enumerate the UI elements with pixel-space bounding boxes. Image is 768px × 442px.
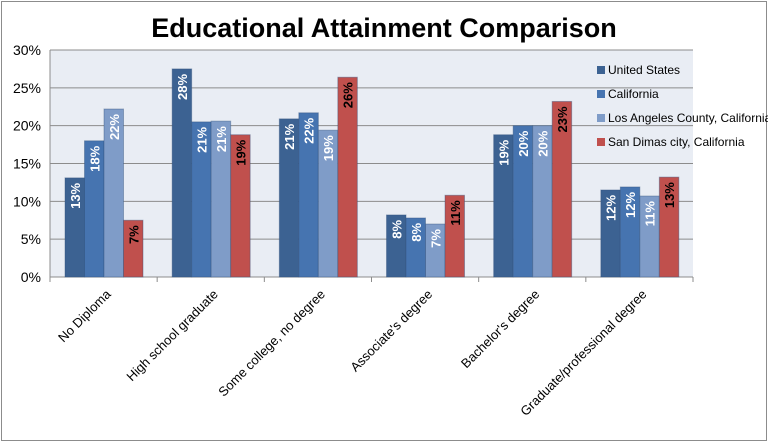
data-label: 22% (302, 117, 317, 143)
legend-label: California (608, 87, 659, 101)
data-label: 7% (428, 229, 443, 248)
data-label: 20% (535, 130, 550, 156)
data-label: 7% (126, 225, 141, 244)
y-tick-label: 5% (21, 231, 41, 247)
x-category-label: Associate's degree (347, 287, 435, 375)
legend-swatch (597, 138, 605, 146)
y-tick-label: 20% (13, 118, 41, 134)
data-label: 20% (516, 130, 531, 156)
x-category-label: High school graduate (123, 287, 220, 384)
data-label: 21% (282, 123, 297, 149)
data-label: 13% (68, 182, 83, 208)
data-label: 11% (448, 200, 463, 226)
data-label: 26% (341, 82, 356, 108)
data-label: 8% (409, 223, 424, 242)
data-label: 28% (175, 73, 190, 99)
data-label: 11% (643, 201, 658, 227)
legend-swatch (597, 66, 605, 74)
data-label: 18% (87, 145, 102, 171)
data-label: 21% (214, 126, 229, 152)
data-label: 13% (662, 182, 677, 208)
x-category-label: Bachelor's degree (458, 287, 542, 371)
legend-swatch (597, 114, 605, 122)
legend-swatch (597, 90, 605, 98)
legend-label: Los Angeles County, California (608, 111, 768, 125)
x-category-label: Some college, no degree (215, 287, 328, 400)
y-tick-label: 10% (13, 193, 41, 209)
bar (493, 134, 514, 278)
data-label: 8% (389, 220, 404, 239)
x-category-label: No Diploma (55, 286, 114, 345)
legend-label: San Dimas city, California (608, 135, 745, 149)
data-label: 23% (555, 106, 570, 132)
bar (230, 134, 251, 278)
bar (103, 108, 124, 278)
data-label: 19% (321, 135, 336, 161)
y-tick-label: 30% (13, 42, 41, 58)
legend-label: United States (608, 63, 680, 77)
y-tick-label: 15% (13, 156, 41, 172)
data-label: 12% (604, 195, 619, 221)
bar (551, 100, 573, 278)
x-category-label: Graduate/professional degree (517, 287, 649, 419)
bar (444, 194, 465, 278)
bar (123, 219, 144, 278)
data-label: 19% (496, 139, 511, 165)
y-tick-label: 0% (21, 269, 41, 285)
bar (337, 76, 358, 278)
chart-title: Educational Attainment Comparison (151, 13, 617, 43)
bar (658, 176, 680, 278)
data-label: 12% (623, 192, 638, 218)
data-label: 19% (233, 139, 248, 165)
data-label: 21% (194, 126, 209, 152)
y-tick-label: 25% (13, 80, 41, 96)
data-label: 22% (107, 114, 122, 140)
